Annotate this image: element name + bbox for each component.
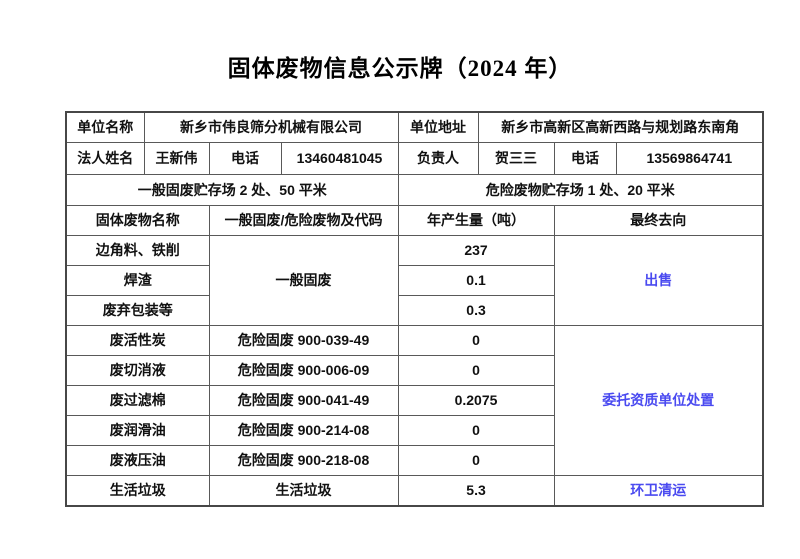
waste-amount-header: 年产生量（吨） [397,204,555,236]
table-row: 废弃包装等 0.3 [65,294,763,326]
waste-row-name: 废切消液 [65,354,210,386]
waste-row-destination: 出售 [553,234,764,326]
waste-row-name: 边角料、铁削 [65,234,210,266]
table-row: 焊渣 0.1 [65,264,763,296]
page-title: 固体废物信息公示牌（2024 年） [227,56,573,81]
legal-person-label: 法人姓名 [65,141,145,175]
phone1-label: 电话 [208,141,282,175]
unit-address-label: 单位地址 [397,111,479,143]
table-row: 废过滤棉 危险固废 900-041-49 0.2075 [65,384,763,416]
waste-destination-header: 最终去向 [553,204,764,236]
unit-name-value: 新乡市伟良筛分机械有限公司 [143,111,399,143]
table-row: 废润滑油 危险固废 900-214-08 0 [65,414,763,446]
waste-row-destination: 环卫清运 [553,474,764,507]
phone2-label: 电话 [553,141,617,175]
waste-row-amount: 0 [397,354,555,386]
legal-person-value: 王新伟 [143,141,210,175]
waste-row-name: 废弃包装等 [65,294,210,326]
hazardous-storage-cell: 危险废物贮存场 1 处、20 平米 [397,173,764,206]
waste-code-header: 一般固废/危险废物及代码 [208,204,399,236]
waste-row-name: 废活性炭 [65,324,210,356]
waste-row-name: 废过滤棉 [65,384,210,416]
waste-row-name: 废润滑油 [65,414,210,446]
phone2-value: 13569864741 [615,141,764,175]
phone1-value: 13460481045 [280,141,399,175]
solid-waste-info-table: 单位名称 新乡市伟良筛分机械有限公司 单位地址 新乡市高新区高新西路与规划路东南… [65,111,765,507]
unit-name-label: 单位名称 [65,111,145,143]
general-storage-cell: 一般固废贮存场 2 处、50 平米 [65,173,399,206]
waste-row-code: 危险固废 900-041-49 [208,384,399,416]
waste-row-amount: 0 [397,324,555,356]
table-row: 法人姓名 王新伟 电话 13460481045 负责人 贺三三 电话 13569… [65,141,764,175]
waste-row-name: 废液压油 [65,444,210,476]
manager-label: 负责人 [397,141,479,175]
table-row: 单位名称 新乡市伟良筛分机械有限公司 单位地址 新乡市高新区高新西路与规划路东南… [65,111,764,143]
waste-row-amount: 0.1 [397,264,555,296]
waste-row-amount: 237 [397,234,555,266]
table-row: 废液压油 危险固废 900-218-08 0 [65,444,763,476]
waste-row-code: 危险固废 900-039-49 [208,324,399,356]
waste-row-code: 危险固废 900-006-09 [208,354,399,386]
waste-row-amount: 0 [397,414,555,446]
waste-row-code: 一般固废 [208,234,399,326]
manager-value: 贺三三 [477,141,555,175]
table-header-row: 固体废物名称 一般固废/危险废物及代码 年产生量（吨） 最终去向 [65,204,764,236]
waste-row-amount: 0.2075 [397,384,555,416]
waste-row-name: 焊渣 [65,264,210,296]
table-row: 废活性炭 危险固废 900-039-49 0 委托资质单位处置 [65,324,764,476]
table-row: 一般固废贮存场 2 处、50 平米 危险废物贮存场 1 处、20 平米 [65,173,764,206]
waste-row-amount: 0 [397,444,555,476]
unit-address-value: 新乡市高新区高新西路与规划路东南角 [477,111,764,143]
waste-name-header: 固体废物名称 [65,204,210,236]
waste-row-code: 危险固废 900-214-08 [208,414,399,446]
table-row: 边角料、铁削 一般固废 237 出售 [65,234,764,326]
table-row: 生活垃圾 生活垃圾 5.3 环卫清运 [65,474,764,507]
table-row: 废切消液 危险固废 900-006-09 0 [65,354,763,386]
waste-row-amount: 5.3 [397,474,555,507]
waste-row-code: 生活垃圾 [208,474,399,507]
waste-row-code: 危险固废 900-218-08 [208,444,399,476]
waste-row-amount: 0.3 [397,294,555,326]
waste-row-name: 生活垃圾 [65,474,210,507]
waste-row-destination: 委托资质单位处置 [553,324,764,476]
